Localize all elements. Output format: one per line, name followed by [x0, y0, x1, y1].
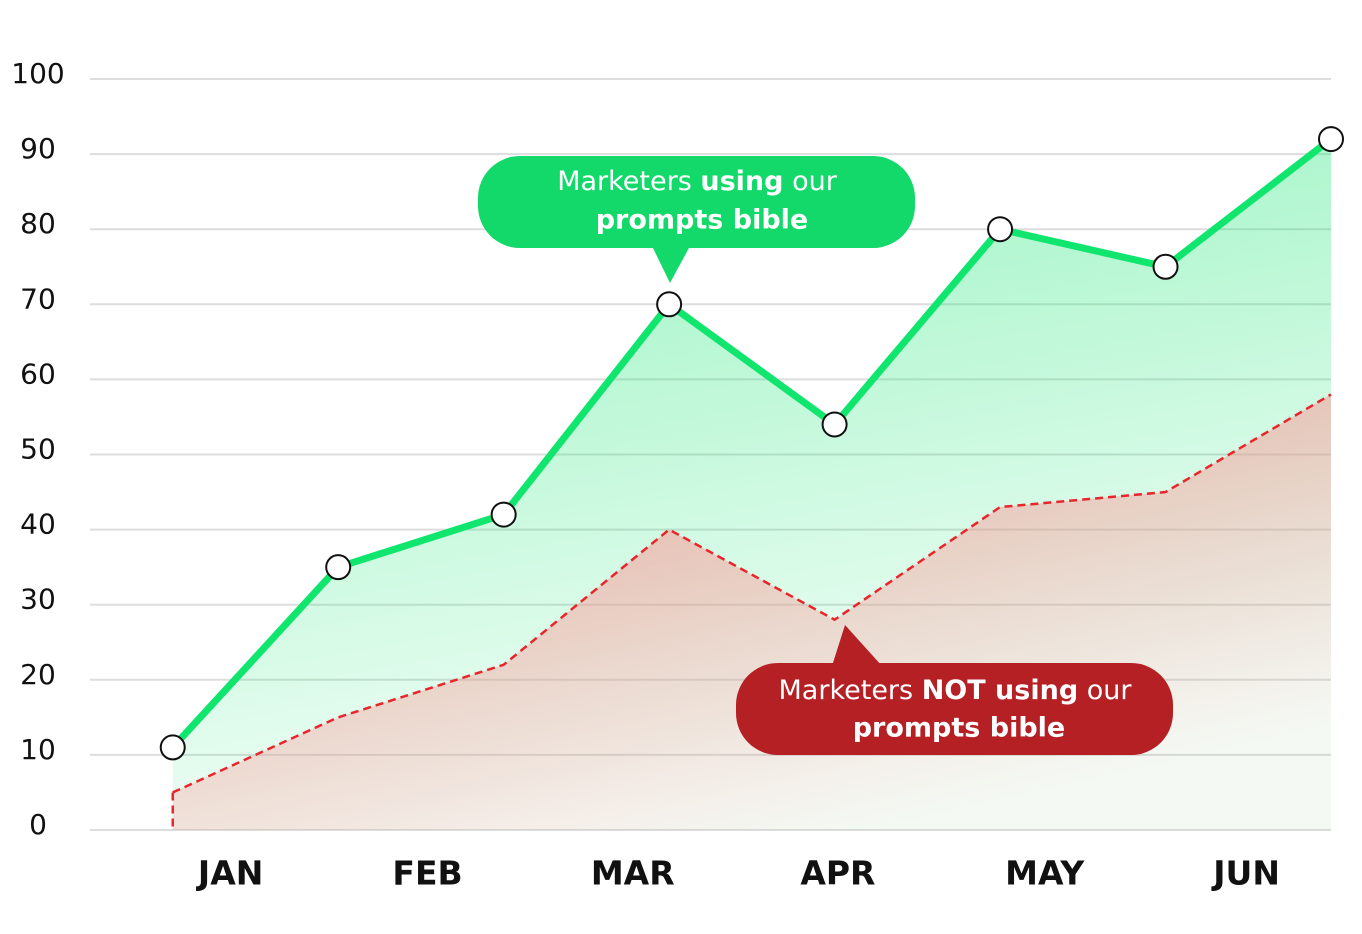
x-tick-label: MAY — [1005, 854, 1085, 893]
x-tick-label: FEB — [392, 854, 462, 893]
x-tick-label: MAR — [591, 854, 675, 893]
callout-text-part: using — [700, 166, 783, 197]
callout-text: Marketers using our — [557, 166, 838, 197]
y-tick-label: 90 — [20, 132, 56, 165]
y-tick-label: 80 — [20, 207, 56, 240]
line — [172, 393, 1332, 794]
callout-text-part: our — [783, 166, 837, 197]
x-tick-label: JUN — [1211, 854, 1280, 893]
callout-text: prompts bible — [853, 713, 1066, 744]
y-tick-label: 0 — [29, 808, 47, 841]
y-tick-label: 20 — [20, 658, 56, 691]
marker — [1152, 253, 1179, 280]
y-tick-label: 10 — [20, 733, 56, 766]
callout-text: Marketers NOT using our — [779, 675, 1133, 706]
labels: 0 10 20 30 40 50 60 70 80 90 100 JAN FEB MAR APR MAY JUN — [11, 57, 1280, 893]
marker — [325, 554, 352, 581]
markers — [159, 126, 1344, 761]
y-tick-label: 30 — [20, 583, 56, 616]
callout-green: Marketers using our prompts bible — [478, 156, 915, 283]
callout-text: prompts bible — [596, 205, 809, 236]
callout-pointer — [652, 246, 690, 283]
callout-red: Marketers NOT using our prompts bible — [736, 625, 1173, 755]
y-tick-label: 40 — [20, 508, 56, 541]
y-tick-label: 70 — [20, 282, 56, 315]
y-tick-label: 60 — [20, 357, 56, 390]
marker — [490, 501, 517, 528]
marker — [821, 411, 848, 438]
y-tick-label: 100 — [11, 57, 64, 90]
x-tick-label: APR — [800, 854, 875, 893]
x-tick-label: JAN — [196, 854, 263, 893]
lines — [170, 136, 1334, 830]
y-tick-label: 50 — [20, 433, 56, 466]
callout-text-part: NOT using — [922, 675, 1078, 706]
callout-text-part: our — [1078, 675, 1132, 706]
line — [170, 136, 1334, 750]
callout-text-part: Marketers — [557, 166, 700, 197]
marker — [1318, 126, 1344, 153]
callout-text-part: Marketers — [779, 675, 922, 706]
callout-box — [736, 663, 1173, 755]
marker — [159, 734, 186, 761]
callout-pointer — [832, 625, 882, 666]
marker — [656, 291, 683, 318]
callout-box — [478, 156, 915, 248]
marker — [987, 216, 1014, 243]
